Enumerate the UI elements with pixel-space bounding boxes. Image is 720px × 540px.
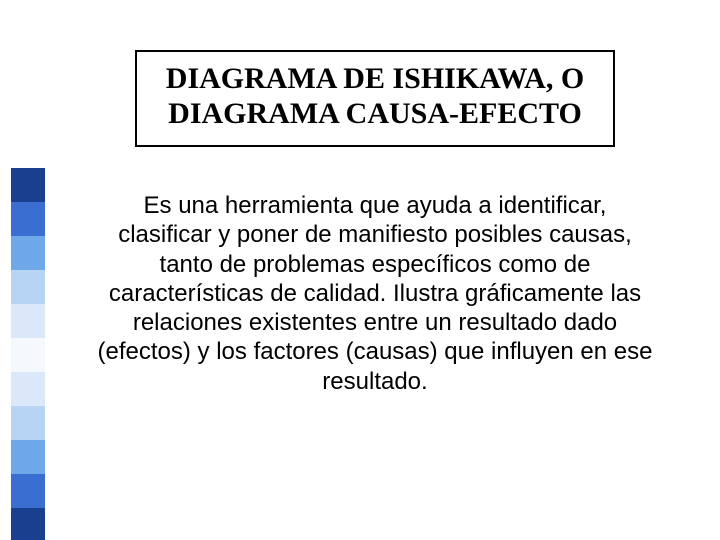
- slide-content: DIAGRAMA DE ISHIKAWA, O DIAGRAMA CAUSA-E…: [90, 50, 660, 396]
- sidebar-block: [11, 202, 45, 236]
- sidebar-block: [11, 440, 45, 474]
- title-line-1: DIAGRAMA DE ISHIKAWA, O: [165, 62, 585, 97]
- sidebar-block: [11, 406, 45, 440]
- body-paragraph: Es una herramienta que ayuda a identific…: [90, 191, 660, 396]
- title-line-2: DIAGRAMA CAUSA-EFECTO: [165, 97, 585, 132]
- title-box: DIAGRAMA DE ISHIKAWA, O DIAGRAMA CAUSA-E…: [135, 50, 615, 147]
- sidebar-block: [11, 474, 45, 508]
- sidebar-block: [11, 304, 45, 338]
- sidebar-block: [11, 338, 45, 372]
- sidebar-block: [11, 236, 45, 270]
- sidebar-block: [11, 270, 45, 304]
- sidebar-block: [11, 508, 45, 540]
- decorative-sidebar: [11, 168, 45, 540]
- sidebar-block: [11, 372, 45, 406]
- sidebar-block: [11, 168, 45, 202]
